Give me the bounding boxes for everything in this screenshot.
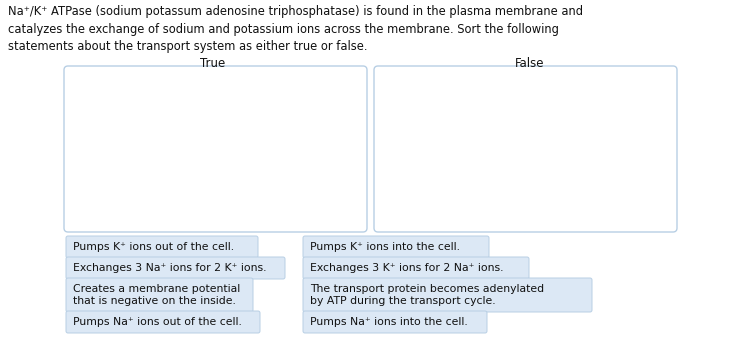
- FancyBboxPatch shape: [66, 257, 285, 279]
- Text: Pumps Na⁺ ions into the cell.: Pumps Na⁺ ions into the cell.: [310, 317, 468, 327]
- Text: Na⁺/K⁺ ATPase (sodium potassum adenosine triphosphatase) is found in the plasma : Na⁺/K⁺ ATPase (sodium potassum adenosine…: [8, 5, 583, 53]
- FancyBboxPatch shape: [303, 236, 489, 258]
- FancyBboxPatch shape: [303, 257, 529, 279]
- Text: Pumps Na⁺ ions out of the cell.: Pumps Na⁺ ions out of the cell.: [73, 317, 242, 327]
- FancyBboxPatch shape: [66, 278, 253, 312]
- FancyBboxPatch shape: [66, 236, 258, 258]
- FancyBboxPatch shape: [66, 311, 260, 333]
- FancyBboxPatch shape: [374, 66, 677, 232]
- Text: Pumps K⁺ ions out of the cell.: Pumps K⁺ ions out of the cell.: [73, 242, 234, 252]
- Text: Pumps K⁺ ions into the cell.: Pumps K⁺ ions into the cell.: [310, 242, 460, 252]
- FancyBboxPatch shape: [303, 278, 592, 312]
- Text: The transport protein becomes adenylated
by ATP during the transport cycle.: The transport protein becomes adenylated…: [310, 284, 544, 306]
- Text: Exchanges 3 K⁺ ions for 2 Na⁺ ions.: Exchanges 3 K⁺ ions for 2 Na⁺ ions.: [310, 263, 503, 273]
- Text: False: False: [515, 57, 545, 70]
- Text: Exchanges 3 Na⁺ ions for 2 K⁺ ions.: Exchanges 3 Na⁺ ions for 2 K⁺ ions.: [73, 263, 267, 273]
- Text: True: True: [200, 57, 225, 70]
- FancyBboxPatch shape: [303, 311, 487, 333]
- Text: Creates a membrane potential
that is negative on the inside.: Creates a membrane potential that is neg…: [73, 284, 240, 306]
- FancyBboxPatch shape: [64, 66, 367, 232]
